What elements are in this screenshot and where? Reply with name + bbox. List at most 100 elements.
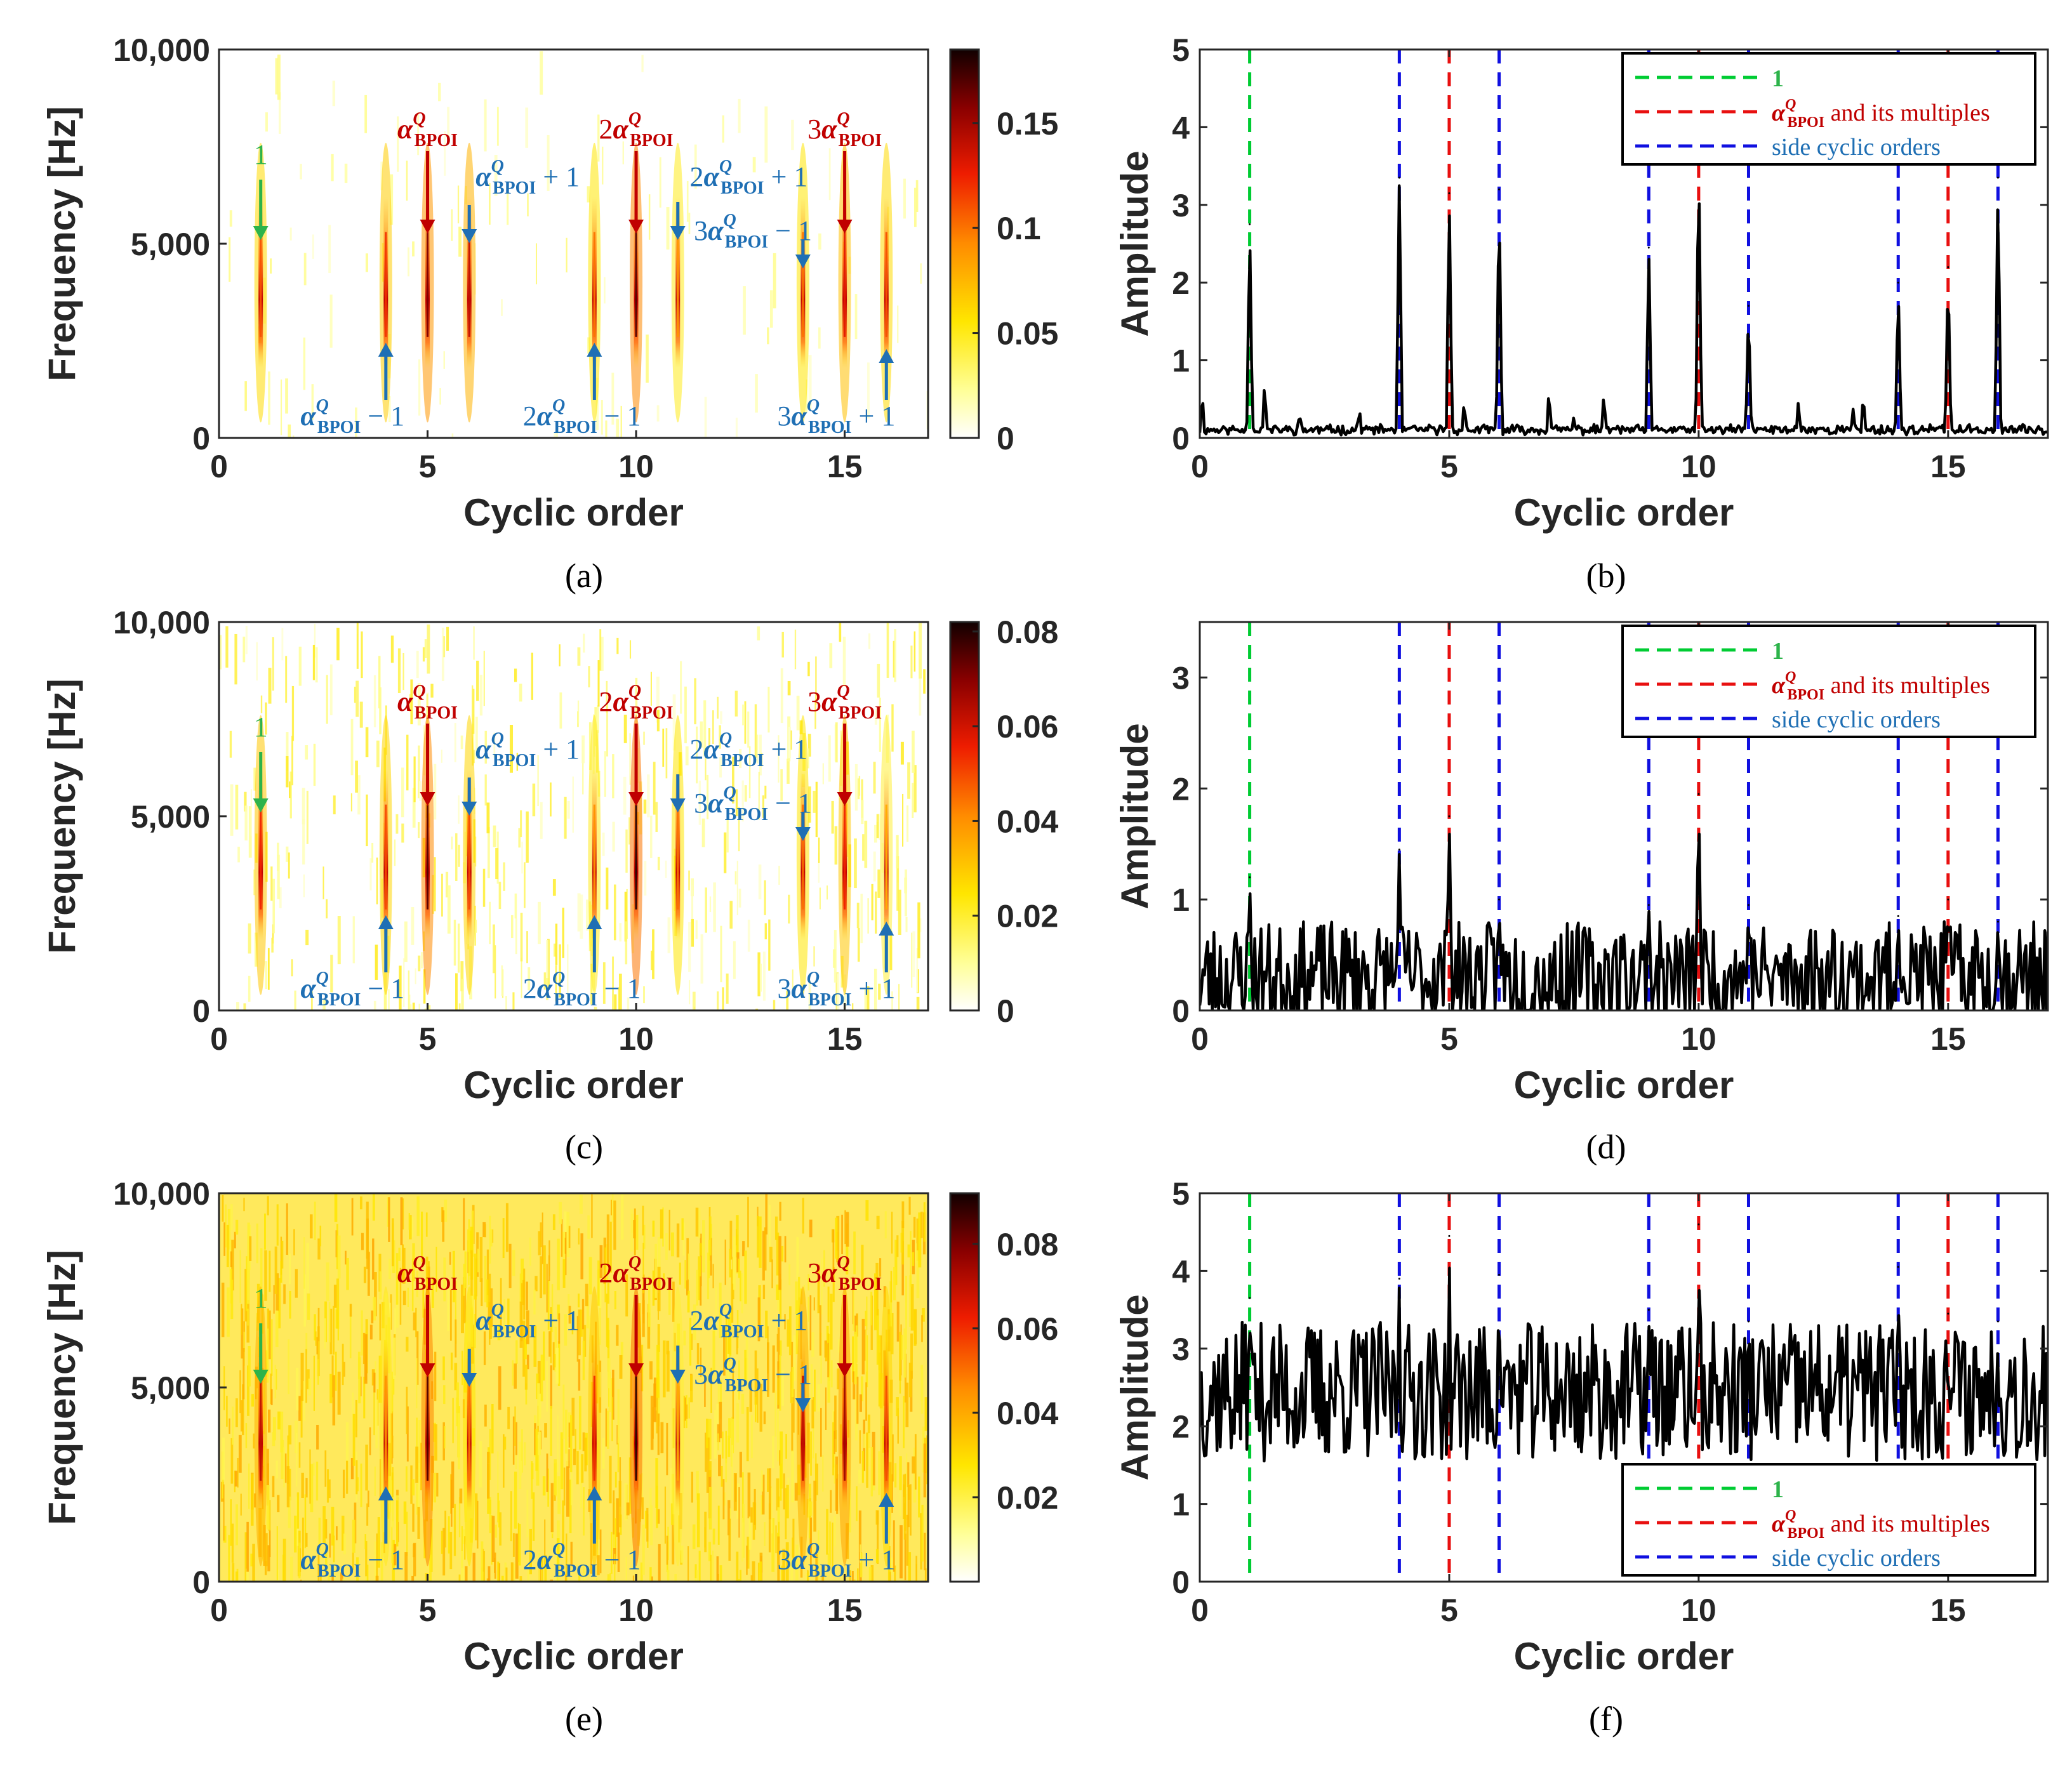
heatmap-cell bbox=[810, 1009, 814, 1010]
heatmap-cell bbox=[254, 1576, 256, 1582]
annotation-alpha-plus-1: αQ BPOI + 1 bbox=[475, 1300, 580, 1342]
heatmap-cell bbox=[923, 1202, 926, 1242]
heatmap-cell bbox=[807, 1274, 809, 1291]
heatmap-cell bbox=[244, 791, 247, 812]
heatmap-cell bbox=[474, 1254, 477, 1300]
heatmap-cell bbox=[245, 1423, 248, 1448]
heatmap-cell bbox=[286, 846, 289, 862]
heatmap-cell bbox=[452, 1250, 455, 1302]
arrow-2alpha-plus-1-head bbox=[670, 798, 686, 812]
heatmap-cell bbox=[229, 1418, 230, 1434]
x-tick-label: 0 bbox=[1191, 449, 1209, 484]
x-tick-label: 10 bbox=[618, 1592, 654, 1628]
heatmap-cell bbox=[656, 1377, 658, 1434]
heatmap-cell bbox=[448, 1516, 450, 1554]
heatmap-cell bbox=[788, 1264, 791, 1286]
heatmap-cell bbox=[421, 1211, 423, 1262]
heatmap-cell bbox=[441, 1530, 443, 1554]
heatmap-cell bbox=[877, 1511, 879, 1564]
heatmap-cell bbox=[752, 1502, 755, 1540]
ann-sub: BPOI bbox=[839, 131, 882, 150]
heatmap-cell bbox=[266, 1485, 270, 1530]
heatmap-cell bbox=[700, 934, 703, 984]
panel-caption: (f) bbox=[1589, 1700, 1623, 1738]
ann-prefix: 2 bbox=[523, 973, 537, 1004]
heatmap-cell bbox=[561, 1219, 563, 1257]
heatmap-cell bbox=[336, 1224, 338, 1269]
heatmap-cell bbox=[475, 1294, 477, 1325]
heatmap-cell bbox=[896, 856, 900, 911]
heatmap-cell bbox=[808, 981, 811, 1010]
heatmap-cell bbox=[515, 1448, 517, 1469]
heatmap-cell bbox=[263, 1525, 266, 1566]
heatmap-cell bbox=[562, 1231, 565, 1280]
heatmap-cell bbox=[497, 1561, 500, 1582]
heatmap-cell bbox=[924, 1532, 926, 1571]
heatmap-cell bbox=[489, 1215, 491, 1264]
heatmap-cell bbox=[724, 832, 727, 873]
heatmap-cell bbox=[326, 675, 328, 724]
heatmap-peak-core bbox=[385, 232, 387, 337]
heatmap-cell bbox=[827, 885, 828, 900]
legend-suffix: and its multiples bbox=[1824, 100, 1990, 126]
heatmap-cell bbox=[696, 1570, 698, 1582]
heatmap-cell bbox=[777, 1327, 780, 1370]
colorbar-tick-label: 0.02 bbox=[997, 899, 1058, 934]
heatmap-cell bbox=[750, 1575, 753, 1582]
heatmap-cell bbox=[698, 1208, 701, 1238]
heatmap-cell bbox=[526, 931, 528, 963]
heatmap-cell bbox=[452, 1398, 454, 1443]
heatmap-cell bbox=[590, 1523, 593, 1574]
heatmap-cell bbox=[412, 788, 416, 828]
heatmap-cell bbox=[402, 652, 404, 691]
heatmap-cell bbox=[708, 1419, 712, 1460]
heatmap-cell bbox=[303, 874, 305, 897]
heatmap-cell bbox=[526, 1281, 528, 1310]
heatmap-cell bbox=[779, 1450, 781, 1466]
heatmap-cell bbox=[913, 1217, 916, 1238]
heatmap-cell bbox=[522, 1320, 526, 1377]
heatmap-cell bbox=[427, 1005, 431, 1010]
heatmap-cell bbox=[768, 1503, 771, 1552]
ann-suffix: − 1 bbox=[597, 1544, 641, 1575]
heatmap-cell bbox=[656, 405, 660, 422]
heatmap-cell bbox=[781, 1245, 784, 1262]
annotation-3alpha: 3αQ BPOI bbox=[807, 1253, 882, 1294]
heatmap-cell bbox=[793, 1389, 795, 1433]
heatmap-cell bbox=[795, 1300, 799, 1354]
heatmap-cell bbox=[250, 1553, 254, 1566]
heatmap-cell bbox=[554, 1354, 556, 1368]
heatmap-cell bbox=[267, 1409, 271, 1433]
heatmap-cell bbox=[395, 1253, 399, 1305]
heatmap-cell bbox=[902, 793, 904, 847]
heatmap-cell bbox=[863, 1433, 866, 1448]
heatmap-cell bbox=[315, 1461, 319, 1501]
heatmap-cell bbox=[705, 887, 707, 933]
heatmap-cell bbox=[354, 686, 356, 703]
heatmap-cell bbox=[813, 1415, 814, 1459]
heatmap-cell bbox=[441, 873, 443, 917]
heatmap-cell bbox=[555, 1347, 559, 1384]
heatmap-cell bbox=[277, 1411, 281, 1430]
heatmap-cell bbox=[392, 1540, 395, 1582]
heatmap-cell bbox=[834, 826, 838, 865]
heatmap-cell bbox=[916, 1218, 919, 1261]
heatmap-cell bbox=[415, 1307, 417, 1337]
heatmap-cell bbox=[463, 1276, 467, 1323]
heatmap-cell bbox=[859, 1430, 861, 1464]
heatmap-cell bbox=[366, 794, 368, 847]
heatmap-cell bbox=[290, 1556, 293, 1582]
heatmap-cell bbox=[867, 1414, 870, 1448]
heatmap-cell bbox=[616, 1498, 620, 1537]
heatmap-cell bbox=[547, 135, 550, 191]
heatmap-cell bbox=[298, 646, 302, 686]
heatmap-cell bbox=[752, 157, 756, 173]
ann-suffix: − 1 bbox=[768, 788, 812, 819]
heatmap-cell bbox=[418, 745, 420, 798]
ann-sub: BPOI bbox=[493, 178, 536, 198]
heatmap-cell bbox=[253, 869, 256, 896]
y-axis-label: Frequency [Hz] bbox=[41, 678, 83, 953]
